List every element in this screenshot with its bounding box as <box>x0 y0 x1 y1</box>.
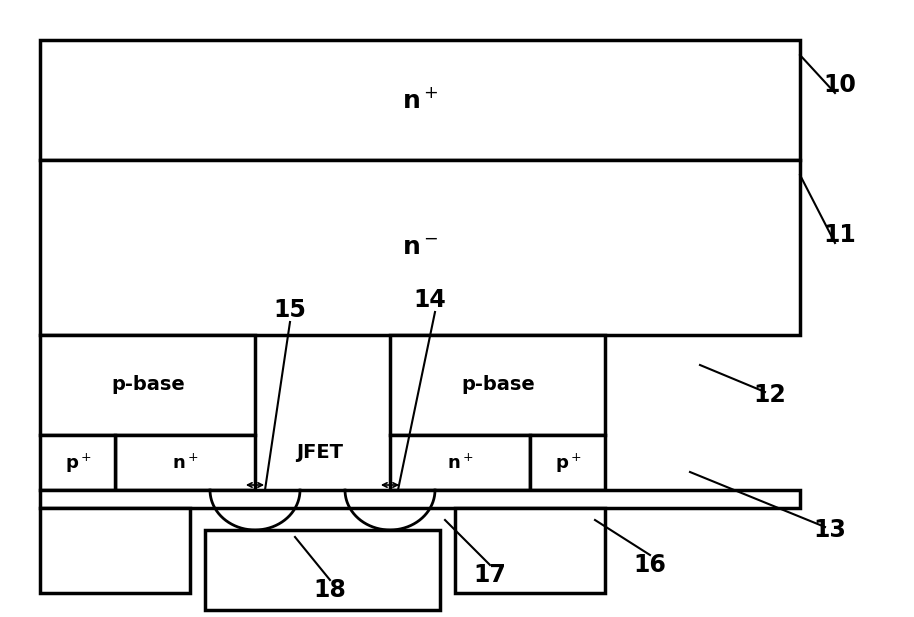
Text: n$^+$: n$^+$ <box>172 453 198 473</box>
Text: n$^+$: n$^+$ <box>447 453 473 473</box>
Text: 13: 13 <box>813 518 846 542</box>
Bar <box>40 335 255 435</box>
Bar <box>530 435 605 490</box>
Text: JFET: JFET <box>296 444 344 463</box>
Bar <box>115 435 255 490</box>
Text: 10: 10 <box>824 73 856 97</box>
Text: p-base: p-base <box>462 376 535 394</box>
Bar <box>205 530 440 610</box>
Text: 14: 14 <box>414 288 446 312</box>
Text: 11: 11 <box>824 223 856 247</box>
Bar <box>390 435 530 490</box>
Bar <box>390 335 605 435</box>
Text: p$^+$: p$^+$ <box>555 452 581 474</box>
Text: n$^+$: n$^+$ <box>402 88 438 112</box>
Bar <box>455 508 605 593</box>
Text: 18: 18 <box>314 578 346 602</box>
Text: n$^-$: n$^-$ <box>402 236 438 260</box>
Text: 17: 17 <box>473 563 506 587</box>
Bar <box>40 508 190 593</box>
Bar <box>40 435 115 490</box>
Text: 12: 12 <box>754 383 786 407</box>
Text: p$^+$: p$^+$ <box>65 452 91 474</box>
Bar <box>40 490 800 508</box>
Bar <box>40 160 800 335</box>
Text: 16: 16 <box>633 553 666 577</box>
Bar <box>40 40 800 160</box>
Text: 15: 15 <box>273 298 306 322</box>
Text: p-base: p-base <box>112 376 185 394</box>
